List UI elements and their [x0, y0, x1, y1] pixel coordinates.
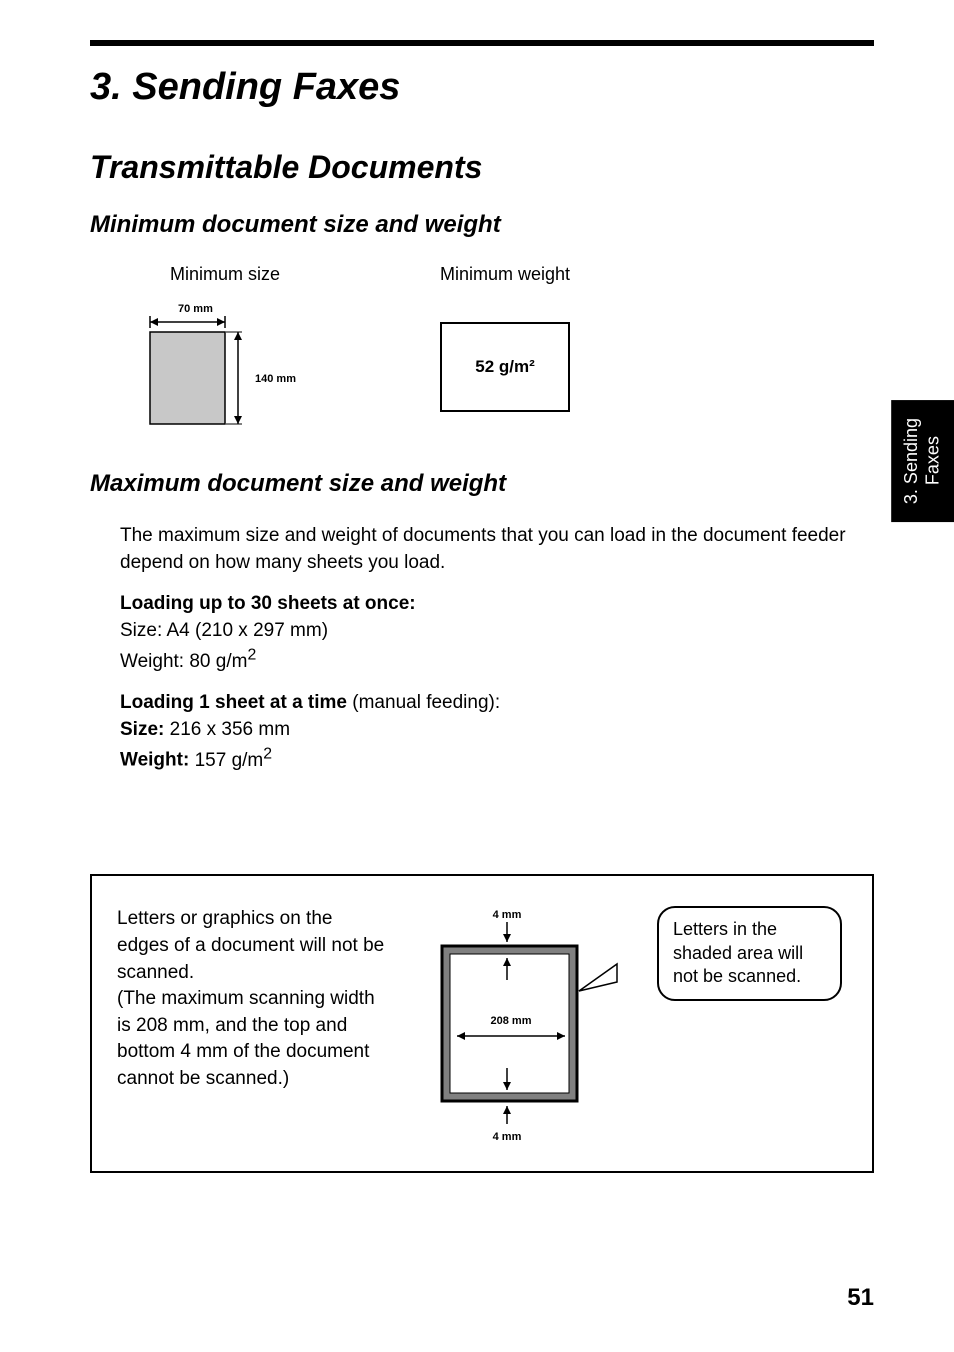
load1-size-label: Size:: [120, 719, 164, 740]
max-subsection-title: Maximum document size and weight: [90, 470, 874, 498]
section-title: Transmittable Documents: [90, 149, 874, 186]
load1-size-val: 216 x 356 mm: [164, 719, 290, 740]
load1-heading-rest: (manual feeding):: [347, 692, 500, 713]
min-subsection-title: Minimum document size and weight: [90, 211, 874, 239]
min-weight-diagram: Minimum weight 52 g/m²: [440, 264, 570, 430]
scan-area-box: Letters or graphics on the edges of a do…: [90, 874, 874, 1173]
load30-size: Size: A4 (210 x 297 mm): [120, 620, 328, 641]
page-number: 51: [847, 1284, 874, 1312]
load1-weight-label: Weight:: [120, 750, 189, 771]
min-size-label: Minimum size: [170, 264, 280, 285]
scan-area-callout: Letters in the shaded area will not be s…: [657, 906, 842, 1000]
svg-text:208 mm: 208 mm: [491, 1015, 532, 1027]
scan-area-text: Letters or graphics on the edges of a do…: [117, 906, 387, 1092]
svg-text:4 mm: 4 mm: [493, 909, 522, 921]
svg-text:140 mm: 140 mm: [255, 373, 296, 385]
load1-weight-val: 157 g/m2: [189, 750, 272, 771]
svg-text:70 mm: 70 mm: [178, 303, 213, 315]
max-intro: The maximum size and weight of documents…: [120, 523, 874, 576]
min-size-diagram: Minimum size 70 mm 140 mm: [120, 264, 330, 430]
svg-text:4 mm: 4 mm: [493, 1131, 522, 1143]
load30-block: Loading up to 30 sheets at once: Size: A…: [120, 591, 874, 675]
scan-area-diagram: 4 mm 208 mm 4 mm: [407, 906, 637, 1151]
load30-heading: Loading up to 30 sheets at once:: [120, 593, 416, 614]
min-weight-label: Minimum weight: [440, 264, 570, 285]
min-size-svg: 70 mm 140 mm: [120, 300, 330, 430]
load1-block: Loading 1 sheet at a time (manual feedin…: [120, 690, 874, 774]
side-tab: 3. SendingFaxes: [891, 400, 954, 522]
load1-heading-bold: Loading 1 sheet at a time: [120, 692, 347, 713]
load30-weight: Weight: 80 g/m2: [120, 651, 256, 672]
min-weight-box: 52 g/m²: [440, 322, 570, 412]
chapter-title: 3. Sending Faxes: [90, 66, 874, 109]
